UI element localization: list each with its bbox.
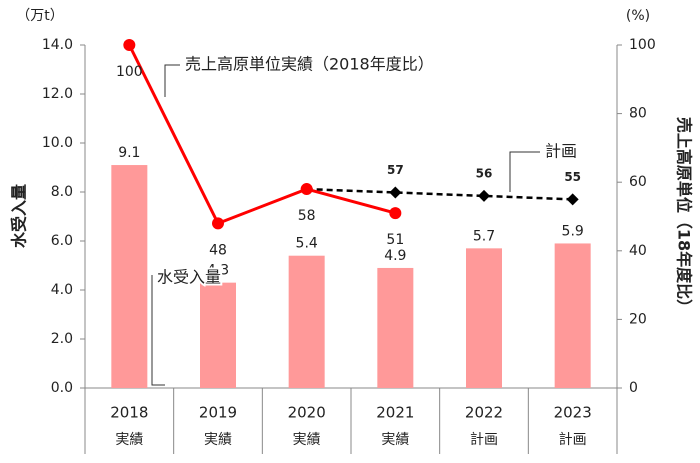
y2-unit: (%) xyxy=(626,8,650,24)
legend-label: 売上高原単位実績（2018年度比） xyxy=(185,55,434,74)
x-tick-label: 2018 xyxy=(110,404,148,422)
bar xyxy=(111,165,148,388)
x-tick-note: 実績 xyxy=(115,432,143,448)
y2-tick-label: 0 xyxy=(629,380,638,396)
marker xyxy=(300,183,313,196)
data-label: 58 xyxy=(298,208,316,224)
bar-label: 5.9 xyxy=(562,223,584,239)
bar xyxy=(377,267,414,388)
y2-tick-label: 60 xyxy=(629,174,647,190)
y-tick-label: 8.0 xyxy=(51,184,73,200)
x-tick-label: 2020 xyxy=(288,404,326,422)
callout-line xyxy=(151,275,165,386)
marker xyxy=(212,217,224,230)
y-tick-label: 10.0 xyxy=(42,135,73,151)
line xyxy=(127,44,396,226)
bar-label: 4.3 xyxy=(207,263,229,279)
data-label: 57 xyxy=(387,163,404,177)
bar xyxy=(200,282,236,388)
bar-label: 9.1 xyxy=(118,145,140,161)
x-tick-note: 実績 xyxy=(293,432,321,448)
x-tick-note: 実績 xyxy=(381,432,409,448)
x-tick-label: 2023 xyxy=(554,404,592,422)
x-tick-label: 2021 xyxy=(376,404,414,422)
marker xyxy=(566,193,579,206)
data-label: 48 xyxy=(209,242,227,258)
y-tick-label: 14.0 xyxy=(42,37,73,53)
y2-tick-label: 100 xyxy=(629,37,656,53)
data-label: 51 xyxy=(386,232,404,248)
y2-tick-label: 40 xyxy=(629,243,647,259)
data-label: 55 xyxy=(564,170,581,184)
bar-label: 5.4 xyxy=(296,236,318,252)
x-tick-note: 実績 xyxy=(204,432,232,448)
marker xyxy=(478,189,490,202)
bar-label: 4.9 xyxy=(384,248,406,264)
y-axis-title: 水受入量 xyxy=(10,184,29,248)
marker xyxy=(123,39,136,51)
line xyxy=(306,187,573,201)
y2-tick-label: 80 xyxy=(629,106,647,122)
legend-label: 計画 xyxy=(545,142,577,161)
legend-label: 水受入量 xyxy=(157,268,221,287)
x-tick-label: 2019 xyxy=(199,404,237,422)
y-tick-label: 6.0 xyxy=(51,233,73,249)
x-tick-note: 計画 xyxy=(470,432,498,448)
callout-line xyxy=(509,151,540,192)
callout-line xyxy=(164,64,180,97)
bar-label: 5.7 xyxy=(473,228,495,244)
y-tick-label: 0.0 xyxy=(51,380,73,396)
y-tick-label: 2.0 xyxy=(51,331,73,347)
bar xyxy=(288,255,325,388)
marker xyxy=(389,186,402,199)
marker xyxy=(389,207,402,220)
bar xyxy=(466,248,502,388)
data-label: 56 xyxy=(476,166,493,180)
y2-tick-label: 20 xyxy=(629,311,647,327)
y-tick-label: 12.0 xyxy=(42,86,73,102)
x-tick-note: 計画 xyxy=(559,432,587,448)
y-tick-label: 4.0 xyxy=(51,282,73,298)
data-label: 100 xyxy=(116,64,143,80)
bar xyxy=(554,243,591,388)
y2-axis-title: 売上高原単位（18年度比） xyxy=(675,117,694,315)
y-unit: （万t） xyxy=(16,8,64,24)
x-tick-label: 2022 xyxy=(465,404,503,422)
